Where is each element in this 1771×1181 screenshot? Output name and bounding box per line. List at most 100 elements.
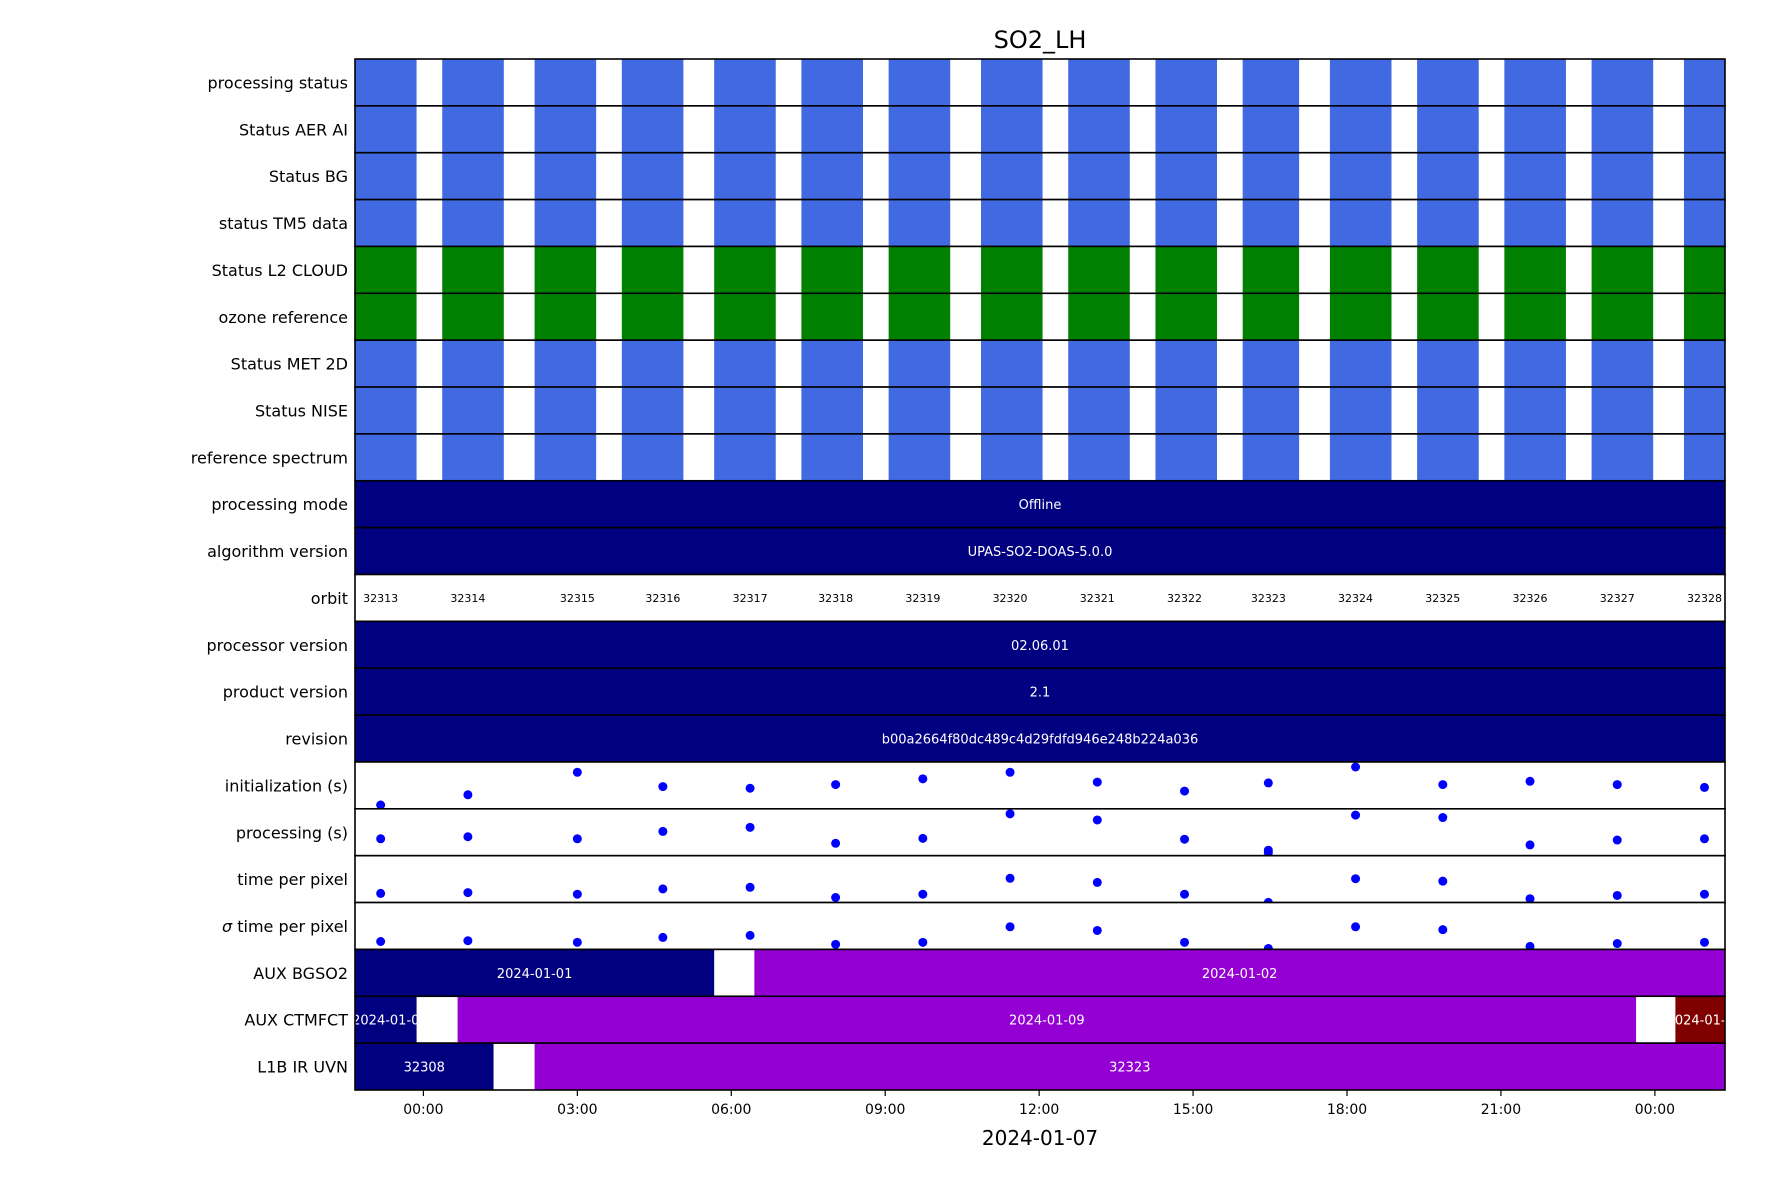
orbit-status-block — [1242, 246, 1300, 294]
file-segment — [355, 996, 417, 1044]
data-point — [1612, 835, 1622, 845]
segment-label: 2024-01-0 — [352, 1014, 419, 1029]
row-revision: b00a2664f80dc489c4d29fdfd946e248b224a036 — [354, 714, 1726, 763]
data-point — [831, 893, 841, 903]
orbit-status-block — [1329, 199, 1392, 247]
orbit-status-block — [1329, 105, 1392, 153]
orbit-status-block — [1683, 387, 1725, 434]
x-tick-label: 03:00 — [557, 1102, 597, 1118]
data-point — [376, 937, 386, 947]
orbit-status-block — [355, 105, 417, 153]
data-point — [376, 834, 386, 844]
orbit-status-block — [1417, 293, 1479, 341]
orbit-status-block — [534, 246, 597, 294]
orbit-status-block — [1068, 387, 1130, 434]
orbit-status-block — [714, 433, 776, 481]
data-point — [463, 790, 473, 800]
row-time-per-pixel — [354, 854, 1726, 907]
orbit-status-block — [888, 59, 951, 106]
row-labels: processing status Status AER AI Status BG s… — [191, 73, 348, 1076]
orbit-status-block — [714, 59, 776, 106]
data-point — [1005, 809, 1015, 819]
orbit-status-block — [442, 152, 504, 200]
data-point — [1438, 876, 1448, 886]
orbit-status-block — [1155, 59, 1218, 106]
orbit-status-block — [714, 387, 776, 434]
orbit-status-block — [714, 293, 776, 341]
orbit-status-block — [1242, 59, 1300, 106]
orbit-status-block — [534, 433, 597, 481]
row-label: AUX CTMFCT — [244, 1011, 348, 1030]
orbit-status-block — [1504, 152, 1566, 200]
row-label: reference spectrum — [191, 448, 348, 467]
segment-label: 2024-01-02 — [1202, 967, 1278, 982]
orbit-status-block — [1329, 152, 1392, 200]
value-band — [355, 668, 1725, 716]
row-aux-ctmfct: 2024-01-0 2024-01-09 2024-01-1 — [352, 995, 1726, 1044]
orbit-status-block — [1155, 387, 1218, 434]
orbit-status-block — [1683, 293, 1725, 341]
orbit-status-block — [1068, 59, 1130, 106]
orbit-status-block — [1242, 340, 1300, 388]
x-tick-label: 18:00 — [1327, 1102, 1367, 1118]
orbit-status-block — [1417, 246, 1479, 294]
orbit-status-block — [1242, 199, 1300, 247]
orbit-status-block — [801, 340, 863, 388]
row-background — [355, 855, 1725, 903]
orbit-status-block — [442, 199, 504, 247]
data-point — [1263, 845, 1273, 855]
orbit-status-block — [442, 433, 504, 481]
orbit-status-block — [1504, 293, 1566, 341]
data-point — [918, 889, 928, 899]
orbit-status-block — [1155, 152, 1218, 200]
row-background — [355, 808, 1725, 856]
orbit-status-block — [888, 387, 951, 434]
data-point — [463, 832, 473, 842]
file-segment — [457, 996, 1637, 1044]
row-label: product version — [223, 683, 348, 702]
data-point — [376, 800, 386, 810]
orbit-status-block — [980, 387, 1043, 434]
orbit-status-block — [1068, 246, 1130, 294]
orbit-status-block — [1591, 59, 1654, 106]
data-point — [831, 939, 841, 949]
orbit-status-block — [1417, 340, 1479, 388]
orbit-number-label: 32327 — [1600, 592, 1635, 605]
orbit-status-block — [534, 293, 597, 341]
row-product-version: 2.1 — [354, 667, 1726, 716]
orbit-status-block — [534, 387, 597, 434]
orbit-status-block — [1683, 152, 1725, 200]
data-point — [1263, 778, 1273, 788]
orbit-status-block — [714, 246, 776, 294]
row-initialization-s — [354, 761, 1726, 810]
segment-label: 32323 — [1109, 1061, 1150, 1076]
orbit-status-block — [534, 199, 597, 247]
row-processing-mode: Offline — [354, 479, 1726, 529]
orbit-status-block — [888, 152, 951, 200]
data-point — [918, 833, 928, 843]
orbit-status-block — [1591, 293, 1654, 341]
data-point — [1438, 925, 1448, 935]
x-axis: 00:00 03:00 06:00 09:00 12:00 15:00 18:00 21:00… — [403, 1090, 1675, 1118]
data-point — [918, 774, 928, 784]
row-background — [355, 574, 1725, 622]
row-algorithm-version: UPAS-SO2-DOAS-5.0.0 — [354, 526, 1726, 576]
orbit-status-block — [442, 59, 504, 106]
orbit-number-label: 32314 — [450, 592, 485, 605]
orbit-status-block — [801, 199, 863, 247]
orbit-status-block — [1504, 340, 1566, 388]
orbit-status-block — [355, 59, 417, 106]
orbit-status-block — [714, 105, 776, 153]
orbit-status-block — [888, 246, 951, 294]
orbit-status-block — [1504, 387, 1566, 434]
orbit-status-block — [621, 105, 684, 153]
data-point — [745, 822, 755, 832]
orbit-status-block — [621, 59, 684, 106]
value-band — [355, 480, 1725, 528]
orbit-status-block — [1155, 199, 1218, 247]
orbit-status-block — [621, 293, 684, 341]
orbit-status-block — [1683, 246, 1725, 294]
orbit-status-block — [1329, 433, 1392, 481]
orbit-status-block — [1417, 433, 1479, 481]
